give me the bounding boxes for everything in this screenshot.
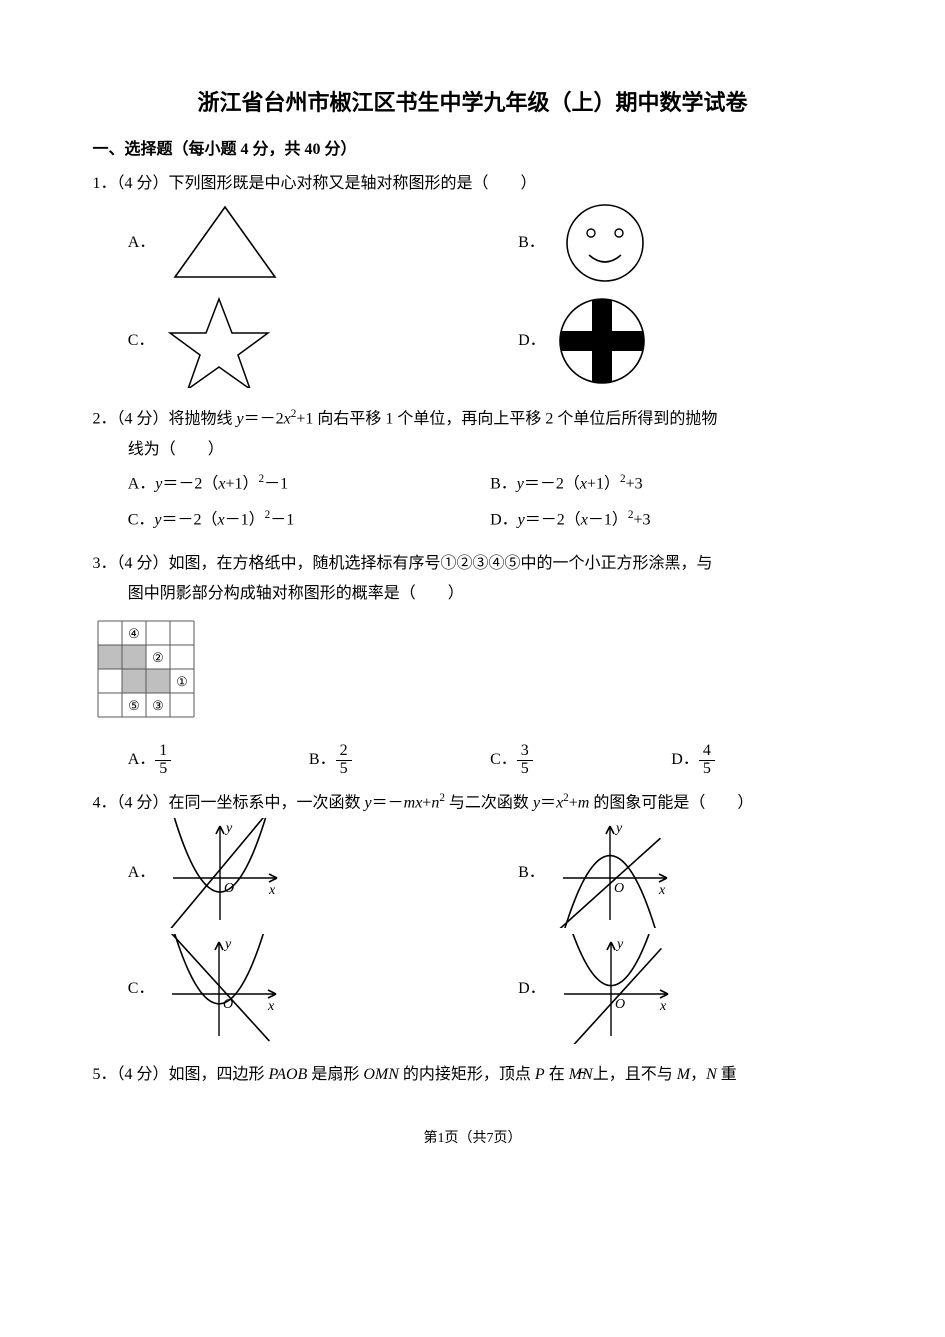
q2-optA: A．y＝－2（x+1）2－1 [128,466,490,503]
svg-text:y: y [224,821,233,836]
page-footer: 第1页（共7页） [93,1127,853,1147]
svg-text:x: x [658,883,666,898]
q4-stem: 4．（4 分）在同一坐标系中，一次函数 y＝－mx+n2 与二次函数 y＝x2+… [93,788,853,819]
q4-optD: D． xyO [518,934,880,1044]
q1-optA: A． [128,199,490,287]
circle-cross-icon [556,295,648,387]
svg-text:⑤: ⑤ [128,698,140,713]
q4-figB: x y O [555,818,675,928]
q2-optC: C．y＝－2（x－1）2－1 [128,502,490,539]
triangle-icon [165,199,285,287]
q4-figD: x y O [556,934,676,1044]
q4: 4．（4 分）在同一坐标系中，一次函数 y＝－mx+n2 与二次函数 y＝x2+… [93,788,853,1051]
q4-figA: xyO [165,818,285,928]
svg-text:①: ① [176,674,188,689]
svg-text:y: y [223,937,232,952]
q5: 5．（4 分）如图，四边形 PAOB 是扇形 OMN 的内接矩形，顶点 P 在 … [93,1060,853,1090]
smiley-icon [555,199,655,287]
q3-grid-figure: ④②① ⑤③ [93,616,853,733]
svg-text:②: ② [152,650,164,665]
svg-text:y: y [615,937,624,952]
page-title: 浙江省台州市椒江区书生中学九年级（上）期中数学试卷 [93,85,853,117]
svg-text:O: O [614,881,624,896]
q1: 1．（4 分）下列图形既是中心对称又是轴对称图形的是（ ） A． B． [93,169,853,394]
svg-text:x: x [659,999,667,1014]
q1-optB: B． [518,199,880,287]
svg-text:O: O [615,997,625,1012]
q3-optB: B．25 [309,743,490,778]
q2-optB: B．y＝－2（x+1）2+3 [490,466,852,503]
q3-optD: D．45 [671,743,852,778]
q3: 3．（4 分）如图，在方格纸中，随机选择标有序号①②③④⑤中的一个小正方形涂黑，… [93,549,853,778]
q4-optB: B． xyO [518,818,880,928]
q1-optC: C． [128,293,490,388]
q3-stem-a: 3．（4 分）如图，在方格纸中，随机选择标有序号①②③④⑤中的一个小正方形涂黑，… [93,549,853,579]
q4-optC: C． xyO [128,934,490,1044]
svg-text:x: x [268,883,276,898]
exam-page: 浙江省台州市椒江区书生中学九年级（上）期中数学试卷 一、选择题（每小题 4 分，… [93,85,853,1147]
q3-optA: A．15 [128,743,309,778]
q3-optC: C．35 [490,743,671,778]
svg-text:④: ④ [128,626,140,641]
svg-text:y: y [614,821,623,836]
q2-optD: D．y＝－2（x－1）2+3 [490,502,852,539]
q4-optA: A． xyO [128,818,490,928]
section-label: 一、选择题（每小题 4 分，共 40 分） [93,135,853,159]
q1-optD: D． [518,293,880,388]
q2: 2．（4 分）将抛物线 y＝－2x2+1 向右平移 1 个单位，再向上平移 2 … [93,404,853,539]
svg-text:x: x [267,999,275,1014]
q1-stem: 1．（4 分）下列图形既是中心对称又是轴对称图形的是（ ） [93,169,853,199]
q4-figC: xyO [164,934,284,1044]
svg-text:③: ③ [152,698,164,713]
star-icon [164,293,274,388]
q3-stem-b: 图中阴影部分构成轴对称图形的概率是（ ） [93,579,853,609]
q2-stem: 2．（4 分）将抛物线 y＝－2x2+1 向右平移 1 个单位，再向上平移 2 … [93,404,853,435]
